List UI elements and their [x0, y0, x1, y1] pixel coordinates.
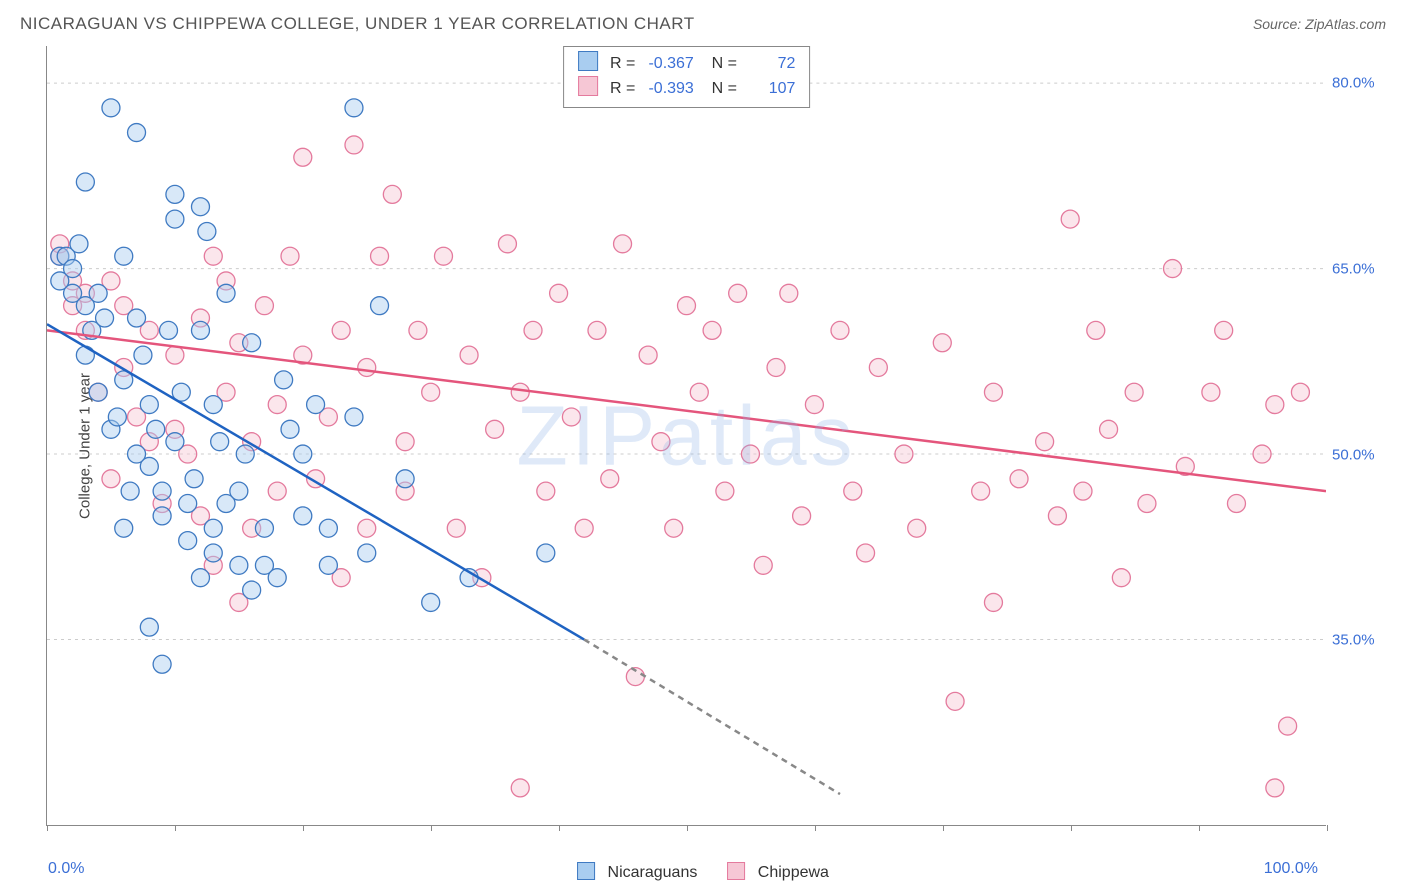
legend-item-b: Chippewa [727, 862, 829, 882]
stats-legend: R = -0.367 N = 72 R = -0.393 N = 107 [563, 46, 811, 108]
x-tick [1199, 825, 1200, 831]
scatter-svg [47, 46, 1326, 825]
legend-label-b: Chippewa [758, 864, 829, 881]
x-tick [1327, 825, 1328, 831]
x-tick [175, 825, 176, 831]
plot-area: R = -0.367 N = 72 R = -0.393 N = 107 ZIP… [46, 46, 1326, 826]
swatch-b-icon [727, 862, 745, 880]
swatch-b-icon [578, 76, 598, 96]
y-tick-label: 80.0% [1332, 75, 1390, 92]
chart-title: NICARAGUAN VS CHIPPEWA COLLEGE, UNDER 1 … [20, 14, 695, 34]
x-axis-min-label: 0.0% [48, 860, 84, 878]
swatch-a-icon [577, 862, 595, 880]
y-tick-label: 35.0% [1332, 632, 1390, 649]
swatch-a-icon [578, 51, 598, 71]
stats-row-b: R = -0.393 N = 107 [578, 76, 796, 101]
x-tick [1071, 825, 1072, 831]
x-tick [431, 825, 432, 831]
x-tick [687, 825, 688, 831]
legend-item-a: Nicaraguans [577, 862, 697, 882]
r-label: R = [610, 80, 635, 97]
r-value-b: -0.393 [640, 77, 694, 101]
legend-label-a: Nicaraguans [608, 864, 698, 881]
n-value-a: 72 [741, 52, 795, 76]
stats-row-a: R = -0.367 N = 72 [578, 51, 796, 76]
x-tick [815, 825, 816, 831]
x-axis-max-label: 100.0% [1264, 860, 1318, 878]
y-tick-label: 50.0% [1332, 446, 1390, 463]
x-tick [303, 825, 304, 831]
r-label: R = [610, 55, 635, 72]
n-label: N = [712, 55, 737, 72]
r-value-a: -0.367 [640, 52, 694, 76]
source-label: Source: ZipAtlas.com [1253, 16, 1386, 32]
y-tick-label: 65.0% [1332, 260, 1390, 277]
n-label: N = [712, 80, 737, 97]
x-tick [559, 825, 560, 831]
series-a-points [51, 99, 555, 673]
series-legend: Nicaraguans Chippewa [577, 862, 829, 882]
n-value-b: 107 [741, 77, 795, 101]
x-tick [47, 825, 48, 831]
x-tick [943, 825, 944, 831]
